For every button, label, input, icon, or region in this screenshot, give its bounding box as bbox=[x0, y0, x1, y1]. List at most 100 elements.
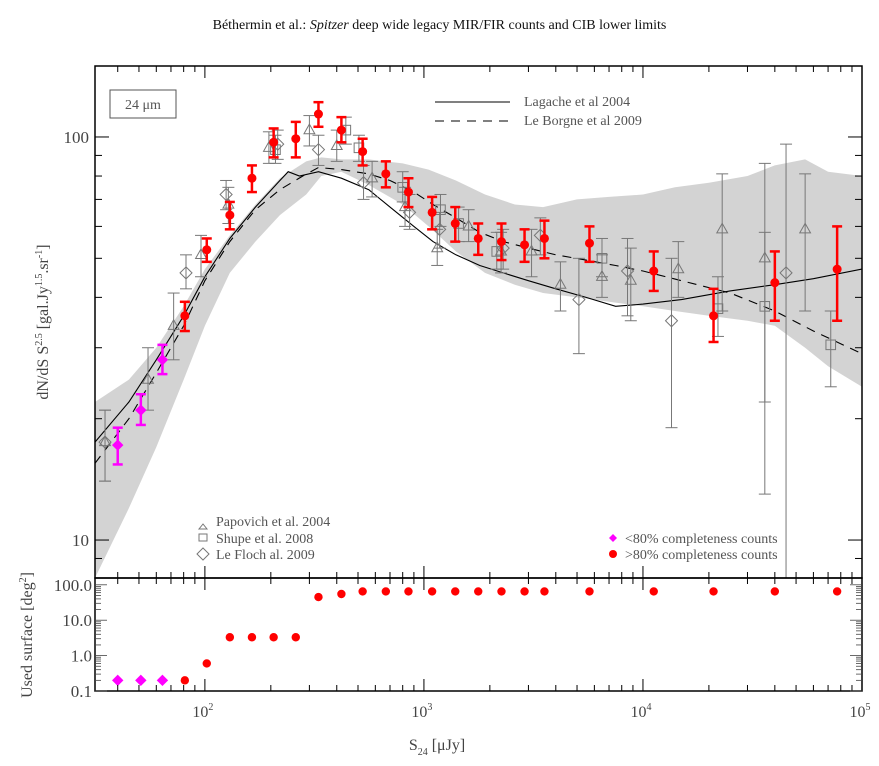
data-point bbox=[759, 301, 771, 312]
data-point bbox=[381, 169, 391, 179]
surface-point bbox=[832, 587, 842, 596]
error-bar bbox=[554, 261, 567, 312]
error-bar bbox=[824, 310, 837, 388]
legend-over80: >80% completeness counts bbox=[625, 548, 778, 563]
y-tick-label: 10.0 bbox=[62, 611, 92, 630]
leborgne-line bbox=[95, 166, 862, 464]
band-label-box bbox=[109, 89, 177, 119]
main-ylabel: dN/dS S2.5 [gal.Jy1.5.sr-1] bbox=[34, 244, 52, 399]
surface-point bbox=[112, 674, 124, 687]
surface-point bbox=[247, 633, 257, 642]
surface-point bbox=[180, 676, 190, 685]
data-point bbox=[539, 233, 549, 243]
magenta-diamond-icon bbox=[609, 534, 617, 542]
data-point bbox=[365, 171, 379, 183]
x-tick-label: 105 bbox=[850, 702, 871, 721]
data-point bbox=[572, 292, 586, 307]
data-point bbox=[473, 233, 483, 243]
data-point bbox=[98, 435, 112, 449]
data-point bbox=[596, 253, 608, 264]
error-bar bbox=[195, 234, 208, 278]
surface-point bbox=[497, 587, 506, 596]
data-point bbox=[330, 138, 344, 151]
y-tick-label: 10 bbox=[72, 531, 89, 550]
data-point bbox=[672, 262, 685, 274]
data-point bbox=[779, 266, 793, 280]
surface-point bbox=[427, 587, 437, 596]
triangle-icon bbox=[197, 523, 209, 530]
data-point bbox=[462, 219, 475, 231]
legend-lagache: Lagache et al 2004 bbox=[524, 95, 630, 110]
error-bar bbox=[799, 173, 812, 312]
data-point bbox=[356, 176, 371, 190]
data-point bbox=[141, 372, 155, 384]
y-tick-label: 100.0 bbox=[54, 576, 92, 595]
surface-point bbox=[709, 587, 718, 596]
title-rest: deep wide legacy MIR/FIR counts and CIB … bbox=[348, 18, 667, 33]
data-point bbox=[427, 207, 437, 217]
red-circle-icon bbox=[609, 550, 617, 558]
y-tick-label: 1.0 bbox=[71, 647, 92, 666]
data-point bbox=[520, 240, 530, 250]
error-bar bbox=[672, 241, 685, 298]
surface-point bbox=[451, 587, 460, 596]
data-point bbox=[112, 439, 124, 451]
data-point bbox=[825, 339, 837, 351]
data-point bbox=[194, 247, 208, 259]
data-point bbox=[709, 311, 719, 321]
error-bar bbox=[167, 292, 180, 361]
title-authors: Béthermin et al.: bbox=[212, 18, 310, 33]
surface-point bbox=[585, 587, 594, 596]
data-point bbox=[156, 354, 169, 366]
data-point bbox=[496, 241, 510, 255]
data-point bbox=[595, 269, 609, 281]
data-point bbox=[649, 266, 659, 276]
legend-papovich: Papovich et al. 2004 bbox=[216, 515, 330, 530]
error-bar bbox=[312, 134, 325, 166]
data-point bbox=[180, 311, 190, 321]
data-point bbox=[262, 140, 276, 152]
data-point bbox=[247, 173, 257, 183]
data-point bbox=[402, 205, 417, 220]
band-label: 24 μm bbox=[125, 98, 161, 113]
surface-point bbox=[337, 589, 346, 599]
surface-point bbox=[540, 587, 549, 596]
error-bar bbox=[366, 160, 379, 198]
legend-leborgne: Le Borgne et al 2009 bbox=[524, 114, 642, 129]
data-point bbox=[664, 314, 679, 328]
surface-point bbox=[770, 587, 780, 596]
data-point bbox=[303, 123, 316, 135]
surface-point bbox=[649, 587, 658, 596]
data-point bbox=[450, 218, 460, 228]
surface-point bbox=[156, 674, 169, 687]
xlabel: S24 [μJy] bbox=[409, 737, 465, 758]
page-title: Béthermin et al.: Spitzer deep wide lega… bbox=[0, 18, 879, 34]
x-tick-label: 103 bbox=[411, 702, 432, 721]
data-point bbox=[584, 238, 594, 248]
surface-point bbox=[202, 659, 211, 668]
data-point bbox=[715, 222, 729, 234]
data-point bbox=[269, 137, 279, 147]
x-tick-label: 102 bbox=[192, 702, 213, 721]
data-point bbox=[525, 244, 538, 256]
data-point bbox=[832, 264, 842, 274]
data-point bbox=[202, 245, 212, 255]
data-point bbox=[313, 109, 323, 119]
x-tick-label: 104 bbox=[630, 702, 651, 721]
square-icon bbox=[198, 533, 208, 542]
legend-lefloch: Le Floch al. 2009 bbox=[216, 548, 315, 563]
error-bar bbox=[396, 171, 409, 203]
legend-shupe: Shupe et al. 2008 bbox=[216, 532, 313, 547]
data-point bbox=[432, 222, 447, 237]
data-point bbox=[291, 134, 301, 144]
error-bar bbox=[462, 209, 475, 243]
data-point bbox=[336, 125, 346, 135]
data-point bbox=[167, 318, 180, 330]
data-point bbox=[219, 187, 233, 202]
data-point bbox=[620, 264, 635, 278]
error-bar bbox=[303, 115, 316, 147]
data-point bbox=[798, 222, 812, 234]
data-point bbox=[225, 210, 235, 220]
title-spitzer: Spitzer bbox=[309, 18, 349, 33]
